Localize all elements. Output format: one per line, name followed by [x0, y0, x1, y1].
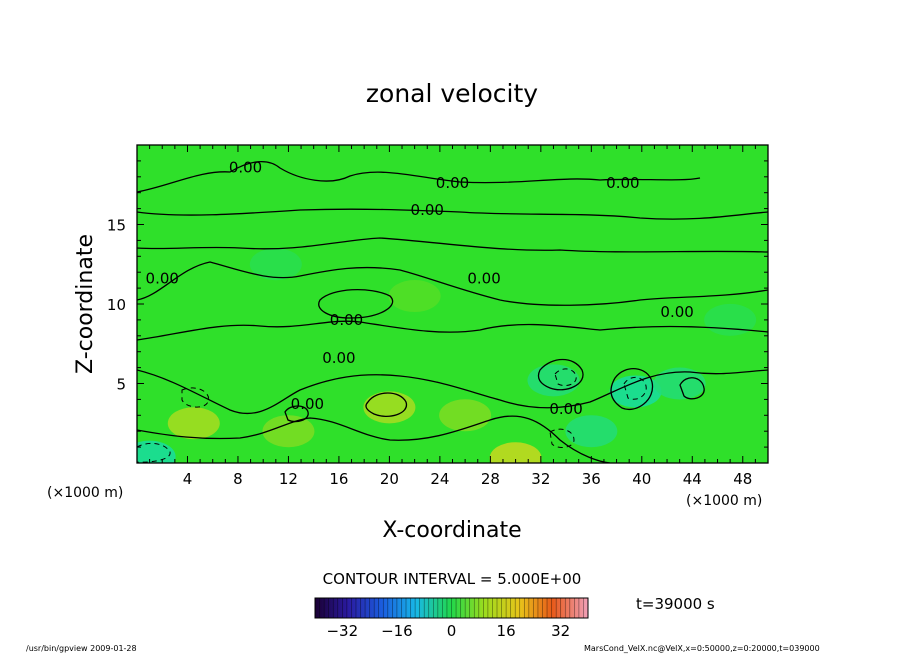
colorbar-stripes — [319, 598, 584, 618]
negative-contours — [137, 368, 647, 463]
x-tick-label: 48 — [733, 470, 752, 488]
contour-line — [549, 428, 575, 448]
x-tick-label: 28 — [481, 470, 500, 488]
contour-label: 0.00 — [291, 395, 324, 413]
contour-lines — [137, 161, 768, 463]
contour-line — [137, 415, 611, 463]
contour-label: 0.00 — [411, 201, 444, 219]
y-tick-label: 15 — [107, 217, 126, 235]
colorbar-tick-label: 16 — [497, 622, 516, 640]
x-tick-label: 32 — [531, 470, 550, 488]
colorbar-tick-label: 0 — [447, 622, 457, 640]
field-feature — [653, 367, 706, 400]
contour-line — [365, 392, 407, 417]
x-tick-label: 40 — [632, 470, 651, 488]
colorbar-tick-label: −32 — [326, 622, 358, 640]
contour-label: 0.00 — [549, 400, 582, 418]
contour-label: 0.00 — [146, 270, 179, 288]
colorbar-ticks: −32 −16 0 16 32 — [326, 622, 570, 640]
x-tick-label: 20 — [380, 470, 399, 488]
contour-line — [137, 208, 768, 220]
contour-label: 0.00 — [322, 349, 355, 367]
contour-line — [137, 161, 701, 193]
y-tick-label: 10 — [107, 296, 126, 314]
contour-line — [318, 288, 394, 319]
footer-right: MarsCond_VelX.nc@VelX,x=0:50000,z=0:2000… — [584, 644, 820, 653]
field-feature — [363, 391, 416, 424]
contour-label: 0.00 — [660, 303, 693, 321]
x-tick-label: 36 — [582, 470, 601, 488]
field-feature — [489, 442, 542, 463]
x-tick-label: 24 — [430, 470, 449, 488]
contour-line — [623, 377, 647, 400]
contour-line — [137, 261, 768, 306]
field-feature — [249, 248, 302, 281]
field-features — [137, 248, 757, 463]
contour-label: 0.00 — [467, 270, 500, 288]
plot-area: 0.00 0.00 0.00 0.00 0.00 0.00 0.00 0.00 0.00 0.00… — [137, 145, 768, 463]
x-axis: 4 8 12 16 20 24 28 32 36 40 44 48 — [149, 145, 756, 488]
contour-line — [137, 369, 768, 415]
field-feature — [439, 399, 492, 432]
colorbar-tick-label: −16 — [381, 622, 413, 640]
x-tick-label: 16 — [329, 470, 348, 488]
contour-line — [137, 442, 171, 463]
field-feature — [704, 303, 757, 336]
chart-title: zonal velocity — [366, 79, 538, 108]
field-feature — [262, 415, 315, 448]
colorbar-tick-label: 32 — [551, 622, 570, 640]
x-tick-label: 4 — [183, 470, 193, 488]
field-feature — [609, 375, 662, 408]
field-feature — [167, 407, 220, 440]
contour-label: 0.00 — [330, 311, 363, 329]
x-tick-label: 12 — [279, 470, 298, 488]
x-axis-label: X-coordinate — [382, 518, 521, 543]
contour-label: 0.00 — [606, 174, 639, 192]
contour-line — [610, 368, 654, 410]
field-feature — [137, 440, 176, 463]
field-feature — [388, 280, 441, 313]
contour-label: 0.00 — [229, 158, 262, 176]
footer-left: /usr/bin/gpview 2009-01-28 — [26, 644, 137, 653]
contour-label: 0.00 — [436, 174, 469, 192]
x-unit-label-right: (×1000 m) — [686, 493, 762, 509]
y-tick-label: 5 — [116, 376, 126, 394]
contour-labels: 0.00 0.00 0.00 0.00 0.00 0.00 0.00 0.00 0.00 0.00… — [146, 158, 694, 418]
x-tick-label: 8 — [233, 470, 243, 488]
contour-line — [137, 320, 768, 341]
field-feature — [565, 415, 618, 448]
x-unit-label-left: (×1000 m) — [47, 485, 123, 501]
contour-line — [284, 405, 309, 423]
y-axis: 5 10 15 — [107, 160, 768, 448]
y-axis-label: Z-coordinate — [73, 234, 98, 374]
contour-line — [679, 377, 705, 400]
contour-line — [181, 387, 210, 408]
time-label: t=39000 s — [636, 595, 715, 613]
contour-interval-text: CONTOUR INTERVAL = 5.000E+00 — [323, 570, 582, 588]
x-tick-label: 44 — [683, 470, 702, 488]
field-feature — [527, 364, 580, 397]
contour-line — [537, 358, 584, 391]
contour-line — [137, 237, 768, 253]
